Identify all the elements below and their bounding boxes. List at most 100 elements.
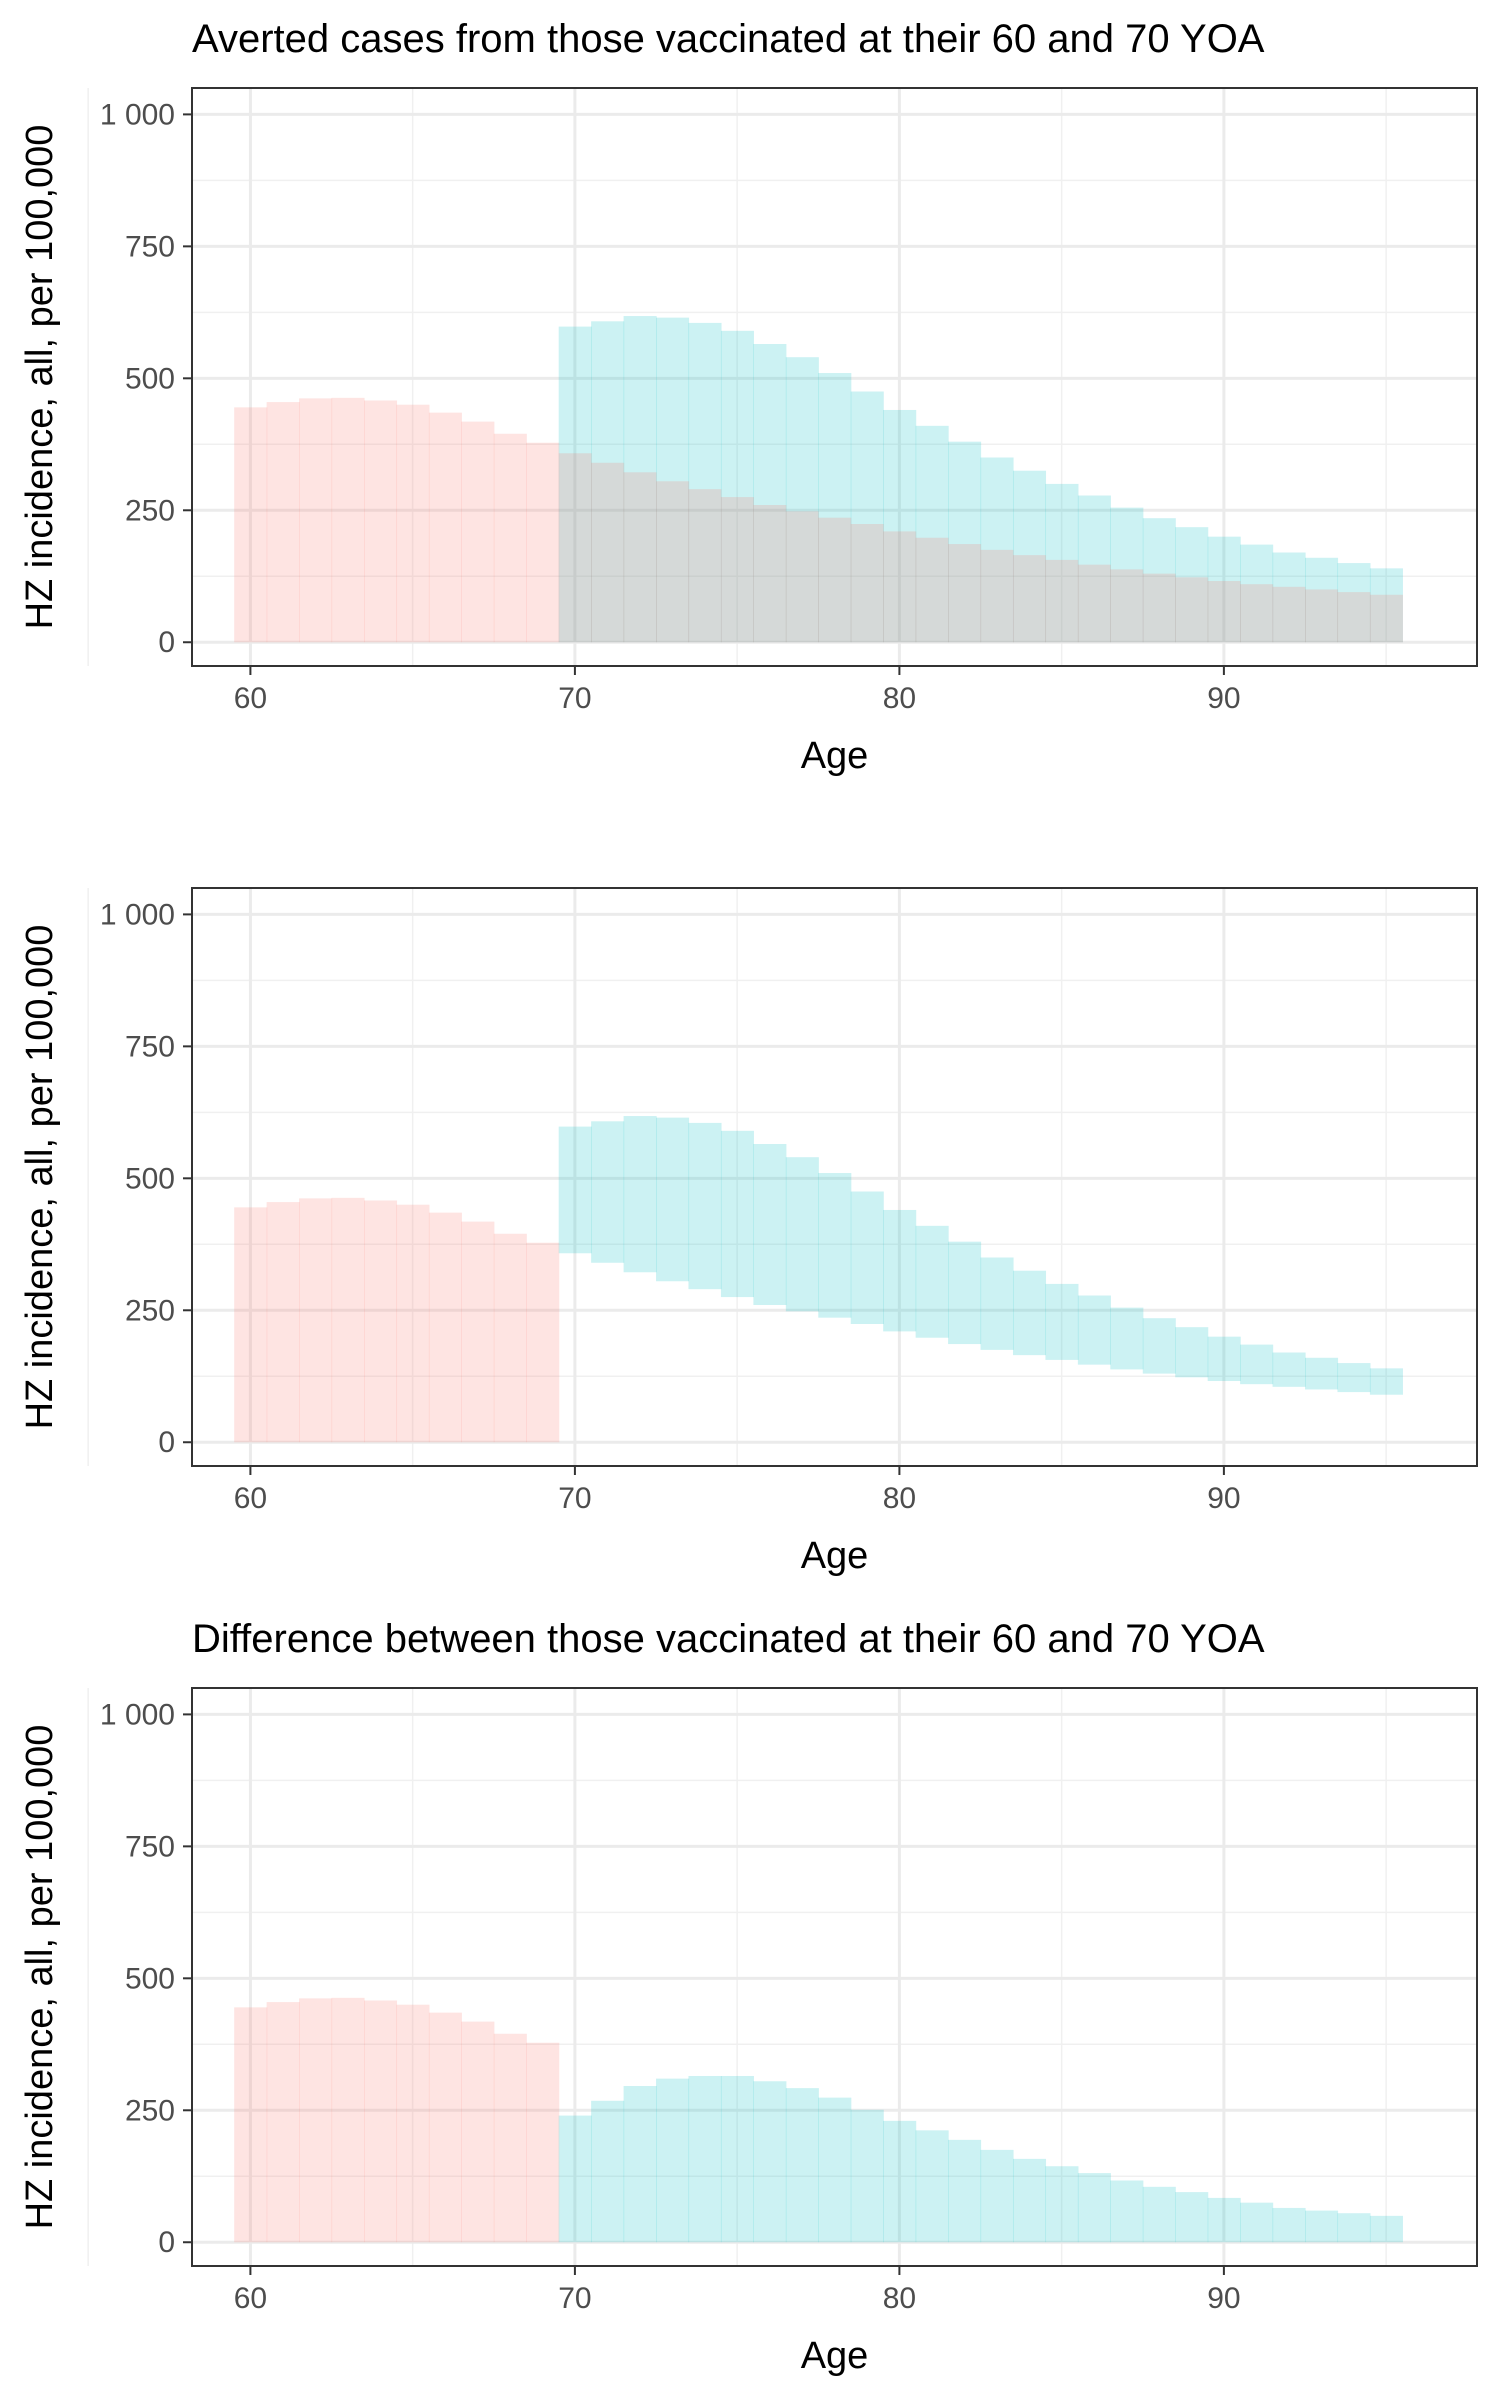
- area-step: [558, 453, 592, 643]
- gridlines: [87, 88, 1477, 666]
- area-step: [850, 391, 884, 643]
- area-step: [1142, 573, 1176, 643]
- area-step: [720, 2075, 754, 2243]
- area-step: [1272, 2207, 1306, 2243]
- area-step: [461, 1221, 495, 1443]
- x-tick-label: 80: [883, 682, 916, 715]
- area-step: [1110, 569, 1144, 643]
- area-step: [266, 2002, 300, 2243]
- y-tick-label: 500: [125, 1962, 175, 1995]
- gridlines: [87, 888, 1477, 1466]
- area-step: [558, 326, 592, 643]
- area-step: [785, 2088, 819, 2243]
- area-step: [1045, 2166, 1079, 2243]
- area-step: [461, 421, 495, 643]
- area-step: [1369, 1368, 1403, 1395]
- x-tick-label: 80: [883, 1482, 916, 1515]
- area-step: [1142, 518, 1176, 643]
- area-step: [1012, 2158, 1047, 2243]
- chart-svg: 0 250 500 750 1 000 60 70 80 90 Age HZ incidence, …: [19, 887, 1478, 1577]
- y-tick-label: 500: [125, 1162, 175, 1195]
- area-step: [980, 1257, 1014, 1350]
- area-step: [1207, 581, 1241, 643]
- area-step: [1045, 483, 1079, 643]
- y-tick-label: 0: [158, 2226, 175, 2259]
- area-step: [980, 457, 1014, 643]
- x-axis-label: Age: [801, 2335, 869, 2377]
- area-step: [1175, 577, 1209, 643]
- x-tick-label: 90: [1207, 2282, 1240, 2315]
- area-step: [980, 549, 1014, 643]
- plot-border: [191, 87, 1478, 667]
- area-step: [1110, 507, 1144, 643]
- y-axis-label: HZ incidence, all, per 100,000: [19, 125, 61, 630]
- area-step: [591, 2100, 625, 2243]
- area-step: [1142, 1318, 1176, 1374]
- area-step: [266, 402, 300, 643]
- area-step: [331, 397, 365, 643]
- area-step: [1305, 589, 1339, 643]
- area-step: [656, 2078, 690, 2243]
- area-step: [1272, 586, 1306, 643]
- area-step: [883, 2120, 917, 2243]
- area-step: [623, 2086, 657, 2243]
- area-step: [1045, 559, 1079, 643]
- area-step: [850, 1191, 884, 1325]
- area-step: [1337, 1363, 1371, 1393]
- area-step: [1077, 564, 1111, 643]
- area-step: [396, 2004, 430, 2243]
- y-tick-label: 0: [158, 626, 175, 659]
- area-step: [850, 2109, 884, 2243]
- area-step: [1369, 2215, 1403, 2243]
- area-step: [1077, 2173, 1111, 2243]
- area-step: [428, 412, 462, 643]
- area-step: [461, 2021, 495, 2243]
- y-tick-label: 500: [125, 362, 175, 395]
- area-step: [1045, 1283, 1079, 1360]
- area-step: [883, 1209, 917, 1332]
- area-step: [818, 373, 852, 643]
- area-step: [688, 2075, 722, 2243]
- series-0: [234, 397, 560, 643]
- area-step: [1110, 1307, 1144, 1370]
- area-step: [428, 2012, 462, 2243]
- area-step: [915, 1225, 949, 1338]
- area-step: [299, 1198, 333, 1443]
- area-step: [1207, 1336, 1241, 1382]
- x-tick-label: 60: [234, 2282, 267, 2315]
- area-step: [753, 505, 787, 643]
- gridlines: [87, 1688, 1477, 2266]
- area-step: [1077, 1295, 1111, 1365]
- area-step: [818, 1173, 852, 1318]
- area-step: [1369, 568, 1403, 643]
- series-2: [558, 453, 1403, 643]
- area-step: [753, 344, 787, 643]
- chart-title: Averted cases from those vaccinated at t…: [192, 17, 1265, 61]
- area-step: [720, 330, 754, 643]
- area-step: [1240, 584, 1274, 643]
- area-step: [526, 2042, 560, 2243]
- area-step: [1110, 2180, 1144, 2243]
- area-step: [623, 472, 657, 643]
- area-step: [1305, 557, 1339, 643]
- area-step: [1012, 1270, 1047, 1356]
- area-step: [948, 1241, 982, 1345]
- area-step: [720, 497, 754, 643]
- area-step: [785, 511, 819, 643]
- area-step: [1337, 563, 1371, 643]
- area-step: [396, 1204, 430, 1443]
- y-tick-label: 250: [125, 1294, 175, 1327]
- area-step: [1142, 2186, 1176, 2243]
- area-step: [688, 322, 722, 643]
- area-step: [656, 317, 690, 643]
- area-step: [948, 2139, 982, 2243]
- area-step: [1175, 527, 1209, 643]
- area-step: [363, 2000, 398, 2243]
- area-step: [818, 2097, 852, 2243]
- y-tick-label: 1 000: [100, 1698, 175, 1731]
- plot-border: [191, 887, 1478, 1467]
- y-tick-label: 750: [125, 230, 175, 263]
- area-step: [915, 425, 949, 643]
- area-step: [656, 1117, 690, 1282]
